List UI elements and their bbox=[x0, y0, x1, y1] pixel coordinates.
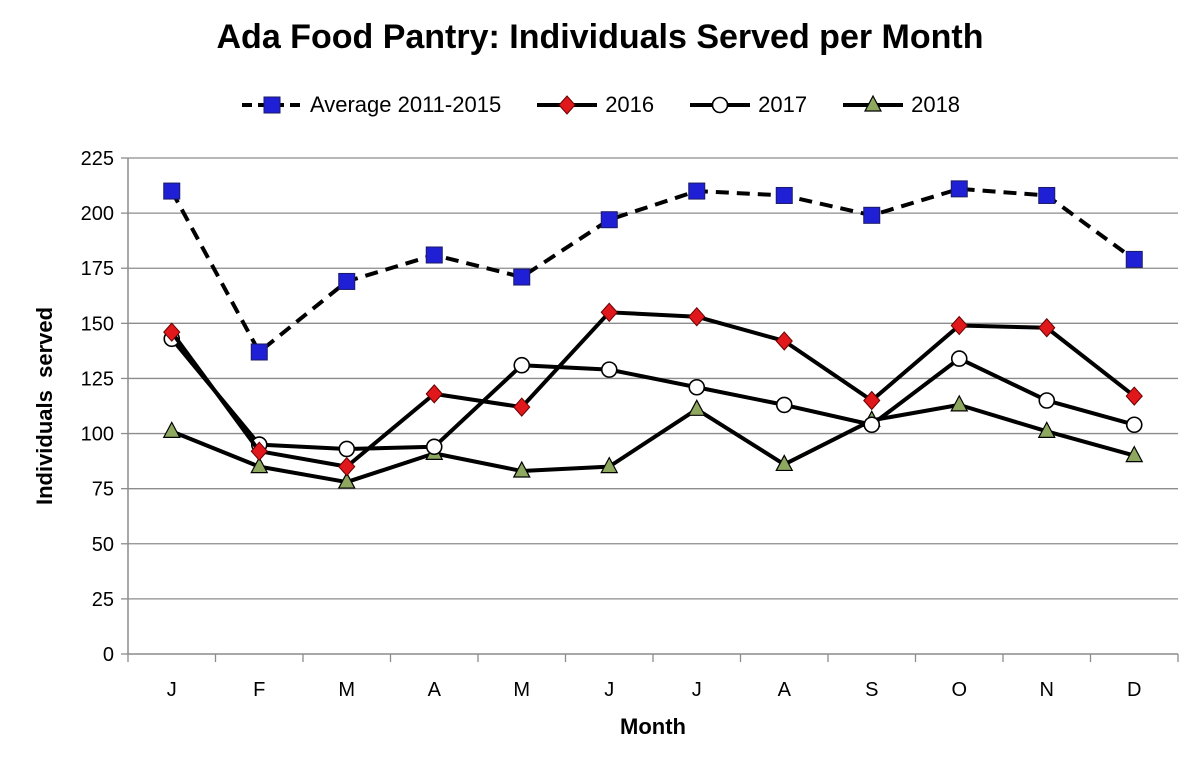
data-point bbox=[775, 186, 793, 204]
series-line bbox=[171, 402, 1135, 485]
data-point bbox=[338, 272, 356, 290]
data-point bbox=[513, 397, 531, 417]
data-point bbox=[950, 350, 968, 367]
x-tick-label: N bbox=[1040, 679, 1054, 701]
x-tick-label: J bbox=[692, 679, 702, 701]
data-point bbox=[513, 356, 531, 374]
legend-item: 2018 bbox=[841, 92, 960, 118]
data-point bbox=[162, 421, 181, 438]
x-tick-label: S bbox=[865, 679, 878, 701]
data-point bbox=[250, 343, 268, 361]
y-tick-label: 50 bbox=[92, 534, 114, 556]
y-tick-label: 100 bbox=[81, 424, 114, 446]
legend-marker bbox=[263, 96, 281, 114]
y-axis-title: Individuals served bbox=[32, 307, 57, 505]
data-point bbox=[1038, 317, 1056, 338]
data-point bbox=[950, 394, 969, 412]
legend-label: 2017 bbox=[758, 92, 808, 117]
legend-marker bbox=[711, 96, 729, 114]
data-point bbox=[863, 206, 881, 224]
data-point bbox=[338, 440, 356, 458]
legend-label: 2016 bbox=[605, 92, 655, 117]
data-point bbox=[1038, 392, 1056, 409]
x-tick-label: A bbox=[778, 679, 792, 701]
legend-swatch bbox=[690, 96, 751, 114]
data-point bbox=[250, 441, 268, 461]
data-point bbox=[1125, 416, 1143, 434]
data-point bbox=[1125, 250, 1143, 268]
legend-marker bbox=[864, 94, 883, 112]
x-axis-title: Month bbox=[620, 714, 686, 739]
legend: Average 2011-2015 2016 2017 2018 bbox=[0, 88, 1200, 122]
y-tick-label: 200 bbox=[81, 203, 114, 225]
legend-label: Average 2011-2015 bbox=[309, 92, 502, 117]
legend-swatch bbox=[843, 94, 904, 112]
data-point bbox=[863, 390, 881, 411]
data-point bbox=[512, 460, 531, 478]
data-point bbox=[600, 456, 619, 474]
x-tick-label: J bbox=[167, 679, 177, 701]
data-point bbox=[687, 399, 706, 416]
series-line bbox=[170, 337, 1135, 451]
series-1 bbox=[163, 302, 1143, 477]
data-point bbox=[1125, 386, 1143, 406]
data-point bbox=[600, 211, 618, 229]
x-tick-label: A bbox=[428, 679, 442, 701]
data-point bbox=[688, 182, 706, 200]
x-tick-label: O bbox=[951, 679, 967, 701]
data-point bbox=[163, 182, 181, 200]
series-line bbox=[169, 186, 1136, 354]
y-tick-label: 175 bbox=[81, 258, 114, 280]
legend-item: 2017 bbox=[688, 92, 807, 118]
y-tick-label: 75 bbox=[92, 479, 114, 501]
x-tick-label: M bbox=[338, 679, 355, 701]
legend-item: Average 2011-2015 bbox=[240, 92, 501, 118]
data-point bbox=[337, 471, 356, 489]
legend-marker bbox=[558, 95, 576, 115]
data-point bbox=[600, 361, 618, 378]
data-point bbox=[1038, 186, 1056, 204]
x-tick-label: M bbox=[513, 679, 530, 701]
data-point bbox=[775, 454, 794, 472]
data-point bbox=[425, 384, 443, 404]
data-point bbox=[950, 315, 968, 336]
data-point bbox=[688, 306, 706, 327]
data-point bbox=[775, 396, 793, 414]
data-point bbox=[425, 246, 443, 264]
data-point bbox=[775, 331, 793, 351]
series-2 bbox=[163, 330, 1143, 458]
series-line bbox=[170, 310, 1136, 469]
x-tick-label: J bbox=[604, 679, 614, 701]
data-point bbox=[163, 322, 181, 342]
y-tick-label: 0 bbox=[103, 644, 114, 666]
data-point bbox=[250, 456, 269, 474]
x-tick-label: F bbox=[253, 679, 265, 701]
legend-item: 2016 bbox=[535, 92, 654, 118]
legend-swatch bbox=[241, 96, 302, 114]
series-3 bbox=[162, 394, 1144, 489]
y-tick-label: 150 bbox=[81, 313, 114, 335]
data-point bbox=[513, 268, 531, 286]
data-point bbox=[863, 416, 881, 434]
x-tick-label: D bbox=[1127, 679, 1141, 701]
chart-title: Ada Food Pantry: Individuals Served per … bbox=[216, 18, 984, 56]
y-tick-label: 125 bbox=[81, 368, 114, 390]
series-0 bbox=[163, 180, 1143, 361]
data-point bbox=[1037, 421, 1056, 438]
data-point bbox=[1125, 445, 1144, 463]
legend-swatch bbox=[537, 95, 598, 115]
y-tick-label: 25 bbox=[92, 589, 114, 611]
y-tick-label: 225 bbox=[81, 148, 114, 170]
data-point bbox=[688, 378, 706, 396]
legend-label: 2018 bbox=[911, 92, 961, 117]
data-point bbox=[950, 180, 968, 198]
data-point bbox=[425, 438, 443, 456]
data-point bbox=[600, 302, 618, 323]
data-point bbox=[338, 456, 356, 477]
